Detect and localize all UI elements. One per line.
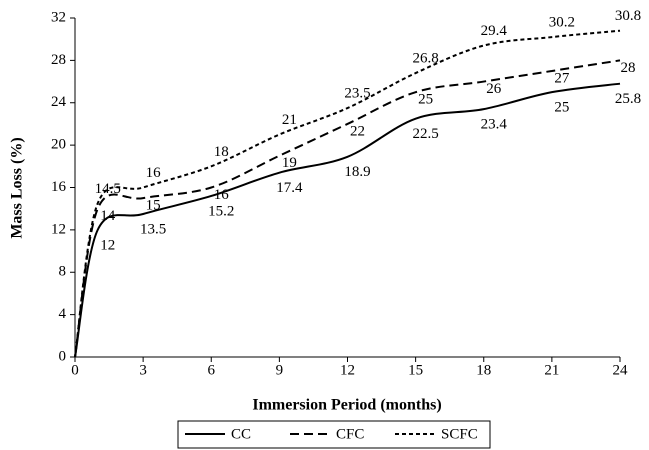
data-label: 25 [418,92,433,108]
y-tick-label: 28 [51,52,66,68]
data-label: 25 [554,100,569,116]
data-label: 18.9 [344,164,370,180]
y-tick-label: 32 [51,9,66,25]
y-tick-label: 24 [51,94,67,110]
data-label: 13.5 [140,221,166,237]
y-tick-label: 8 [59,264,67,280]
series-line [74,29,621,358]
data-label: 26.8 [413,51,439,67]
y-tick-label: 20 [51,137,66,153]
legend-label: SCFC [441,426,478,442]
y-tick-label: 0 [59,348,67,364]
data-label: 26 [486,81,502,97]
data-label: 14.5 [95,181,121,197]
series-line [74,59,621,358]
legend-label: CFC [336,426,364,442]
x-tick-label: 24 [613,362,629,378]
data-label: 15 [146,198,161,214]
y-tick-label: 16 [51,179,67,195]
data-label: 28 [621,60,636,76]
data-label: 22 [350,123,365,139]
data-label: 17.4 [276,180,303,196]
x-tick-label: 21 [544,362,559,378]
data-label: 12 [100,237,115,253]
data-label: 16 [146,165,162,181]
data-label: 18 [214,144,229,160]
x-tick-label: 15 [408,362,423,378]
y-tick-label: 12 [51,221,66,237]
x-tick-label: 18 [476,362,491,378]
series-line [74,82,621,358]
data-label: 30.2 [549,15,575,31]
data-label: 22.5 [413,126,439,142]
x-tick-label: 0 [71,362,79,378]
x-tick-label: 9 [276,362,284,378]
data-label: 29.4 [481,23,508,39]
legend-box [177,420,491,449]
y-axis-label: Mass Loss (%) [9,137,26,238]
data-label: 19 [282,155,297,171]
x-tick-label: 3 [139,362,147,378]
data-label: 14 [100,208,116,224]
data-label: 25.8 [615,91,641,107]
data-label: 30.8 [615,8,641,24]
x-axis-label: Immersion Period (months) [252,397,441,414]
data-label: 27 [554,70,570,86]
data-label: 21 [282,112,297,128]
x-tick-label: 12 [340,362,355,378]
x-tick-label: 6 [208,362,216,378]
legend-label: CC [231,426,251,442]
data-label: 15.2 [208,203,234,219]
data-label: 16 [214,187,230,203]
data-label: 23.4 [481,117,508,133]
y-tick-label: 4 [59,306,67,322]
data-label: 23.5 [344,85,370,101]
